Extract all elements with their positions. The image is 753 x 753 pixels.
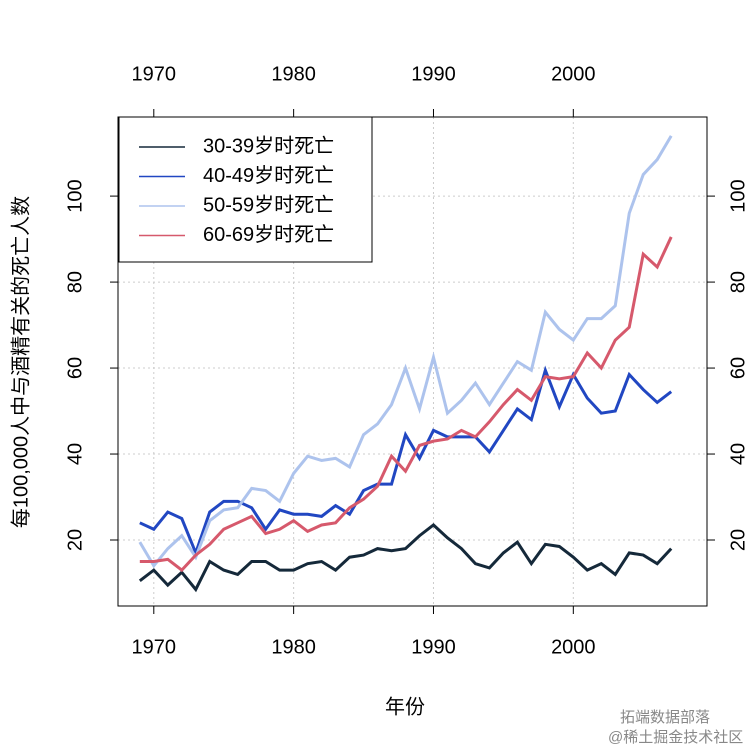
line bbox=[138, 523, 673, 593]
y-tick-label-right: 100 bbox=[727, 179, 749, 212]
x-tick-label: 1970 bbox=[132, 636, 177, 658]
x-tick-label-top: 1970 bbox=[132, 63, 177, 85]
legend-label: 60-69岁时死亡 bbox=[203, 223, 334, 246]
line bbox=[139, 365, 673, 558]
y-axis-label: 每100,000人中与酒精有关的死亡人数 bbox=[9, 196, 32, 528]
legend-box bbox=[118, 116, 373, 263]
y-tick-label-right: 20 bbox=[727, 529, 749, 551]
y-tick-label: 80 bbox=[64, 271, 86, 293]
x-tick-label-top: 2000 bbox=[551, 63, 596, 85]
y-tick-label-right: 80 bbox=[727, 271, 749, 293]
legend-label: 50-59岁时死亡 bbox=[203, 193, 334, 216]
plot-frame bbox=[117, 116, 708, 607]
watermark: 拓端数据部落 bbox=[620, 709, 710, 726]
legend-label: 40-49岁时死亡 bbox=[203, 164, 334, 187]
y-tick-label-right: 60 bbox=[727, 357, 749, 379]
y-tick-label: 40 bbox=[64, 443, 86, 465]
watermark: @稀土掘金技术社区 bbox=[608, 729, 743, 746]
y-tick-label: 100 bbox=[64, 179, 86, 212]
line bbox=[138, 135, 673, 569]
y-tick-label-right: 40 bbox=[727, 443, 749, 465]
x-tick-label: 1990 bbox=[411, 636, 456, 658]
x-tick-label-top: 1980 bbox=[271, 63, 316, 85]
x-tick-label: 2000 bbox=[551, 636, 596, 658]
x-axis-label: 年份 bbox=[385, 695, 425, 718]
y-tick-label: 20 bbox=[64, 529, 86, 551]
y-tick-label: 60 bbox=[64, 357, 86, 379]
legend-label: 30-39岁时死亡 bbox=[203, 134, 334, 157]
x-tick-label-top: 1990 bbox=[411, 63, 456, 85]
line bbox=[139, 236, 673, 573]
x-tick-label: 1980 bbox=[271, 636, 316, 658]
